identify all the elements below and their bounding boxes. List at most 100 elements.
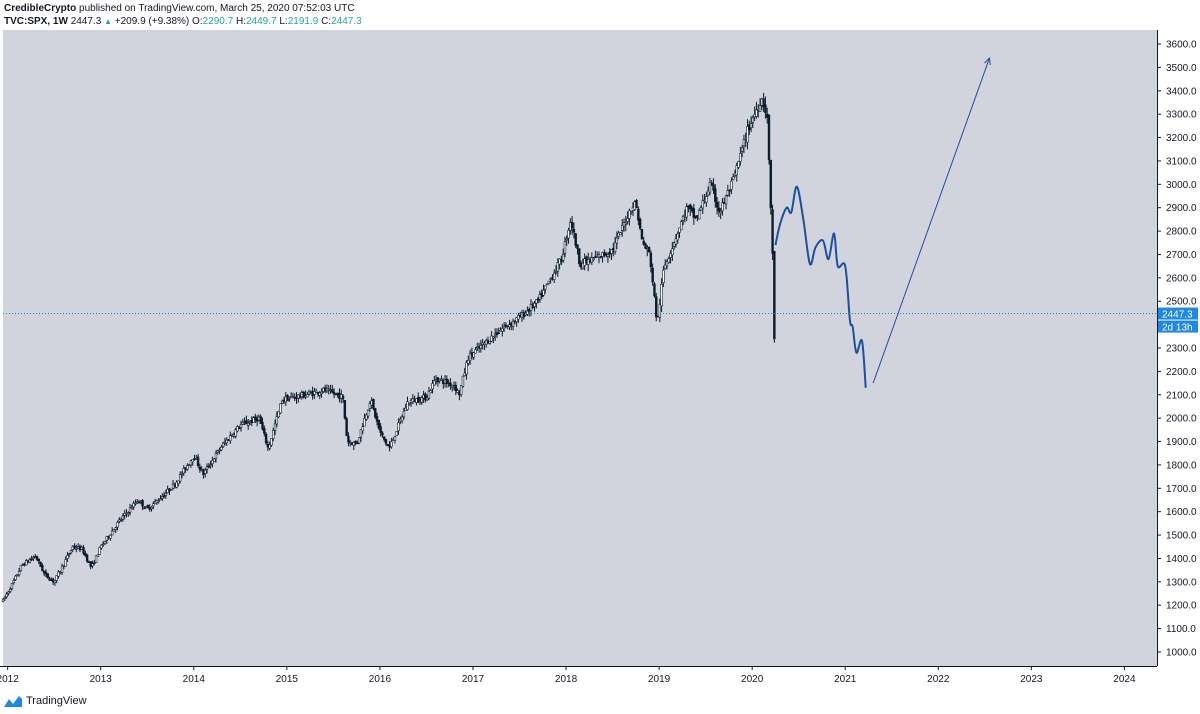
candle-body <box>182 468 185 474</box>
plot-background[interactable] <box>3 30 1157 666</box>
candle-body <box>366 409 370 417</box>
footer: TradingView <box>0 690 1200 714</box>
price-tick-label: 1800.0 <box>1166 460 1197 471</box>
candle-body <box>377 419 381 429</box>
projection-arrow-line[interactable] <box>872 57 990 384</box>
symbol[interactable]: TVC:SPX, 1W <box>4 16 68 27</box>
candle-body <box>162 495 166 497</box>
candle-body <box>5 593 8 598</box>
candle-body <box>597 254 601 258</box>
time-tick-label: 2015 <box>276 674 299 685</box>
candle-body <box>114 527 117 530</box>
candle-body <box>714 188 717 202</box>
candle-body <box>490 335 493 342</box>
candle-body <box>479 345 483 349</box>
candle-body <box>390 441 393 448</box>
candle-body <box>198 466 202 470</box>
candle-body <box>241 421 245 425</box>
candle-body <box>769 159 772 209</box>
candle-body <box>508 324 511 328</box>
candle-body <box>501 328 504 332</box>
candle-body <box>345 418 348 436</box>
candle-body <box>270 438 273 446</box>
candle-body <box>762 98 765 108</box>
candle-body <box>264 433 268 444</box>
candle-body <box>542 289 545 296</box>
candle-body <box>19 565 23 572</box>
candle-body <box>721 202 724 212</box>
countdown-badge-label: 2d 13h <box>1162 323 1193 334</box>
candle-body <box>134 502 137 505</box>
chart-area[interactable]: 1000.0 1100.0 1200.0 1300.0 1400.0 1500.0 1600… <box>0 30 1200 690</box>
candle-body <box>619 232 622 236</box>
candle-body <box>606 254 610 257</box>
price-tick-label: 3100.0 <box>1166 156 1197 167</box>
candle-body <box>91 563 94 567</box>
candle-body <box>610 249 613 254</box>
candle-body <box>440 378 443 381</box>
author-name[interactable]: CredibleCrypto <box>4 3 77 14</box>
candle-body <box>553 272 556 280</box>
price-tick-label: 2900.0 <box>1166 203 1197 214</box>
candle-body <box>177 480 180 484</box>
candle-body <box>667 258 670 263</box>
candle-body <box>719 211 722 214</box>
candle-body <box>739 153 742 162</box>
time-tick-label: 2018 <box>555 674 578 685</box>
candle-body <box>706 190 710 196</box>
candle-body <box>161 496 164 499</box>
candle-body <box>640 229 644 240</box>
candle-body <box>578 248 581 265</box>
candle-body <box>635 199 638 209</box>
candle-body <box>354 440 357 444</box>
candle-body <box>751 117 755 123</box>
candle-body <box>220 447 223 451</box>
candle-body <box>12 580 15 584</box>
projected-path[interactable] <box>774 185 867 388</box>
candle-body <box>651 267 654 283</box>
candle-body <box>563 241 567 254</box>
candle-body <box>461 375 465 387</box>
candle-body <box>420 397 423 403</box>
candle-body <box>545 283 549 286</box>
candle-body <box>429 390 432 394</box>
candle-body <box>526 310 529 315</box>
price-tick-label: 2800.0 <box>1166 227 1197 238</box>
candle-body <box>699 207 703 211</box>
time-tick-label: 2017 <box>462 674 485 685</box>
price-tick-label: 1300.0 <box>1166 577 1197 588</box>
candle-body <box>159 498 162 501</box>
candle-body <box>660 283 663 307</box>
candle-body <box>710 182 713 186</box>
candle-body <box>615 237 619 244</box>
candle-body <box>400 416 404 422</box>
candle-body <box>383 436 386 440</box>
candle-body <box>105 536 109 541</box>
price-tick-label: 3500.0 <box>1166 63 1197 74</box>
candle-body <box>445 378 449 384</box>
candle-body <box>263 427 266 434</box>
candle-body <box>535 299 538 304</box>
candle-body <box>424 393 427 401</box>
price-chart[interactable]: 1000.0 1100.0 1200.0 1300.0 1400.0 1500.0 1600… <box>0 30 1200 690</box>
price-tick-label: 1100.0 <box>1166 624 1196 635</box>
price-tick-label: 1500.0 <box>1166 531 1197 542</box>
candle-body <box>239 424 243 428</box>
tradingview-logo[interactable]: TradingView <box>4 695 87 707</box>
candle-body <box>128 507 132 513</box>
candle-body <box>46 573 49 579</box>
candle-body <box>395 430 398 437</box>
candle-body <box>272 429 275 439</box>
open-value: 2290.7 <box>202 16 234 27</box>
candle-body <box>53 580 57 584</box>
candle-body <box>170 489 173 491</box>
candle-body <box>205 466 209 470</box>
candle-body <box>731 176 735 180</box>
candle-body <box>621 224 624 231</box>
candle-body <box>277 411 280 418</box>
candle-body <box>653 283 656 297</box>
candle-body <box>425 397 429 401</box>
candle-body <box>536 298 540 301</box>
candle-body <box>3 596 6 599</box>
candle-body <box>361 426 364 432</box>
